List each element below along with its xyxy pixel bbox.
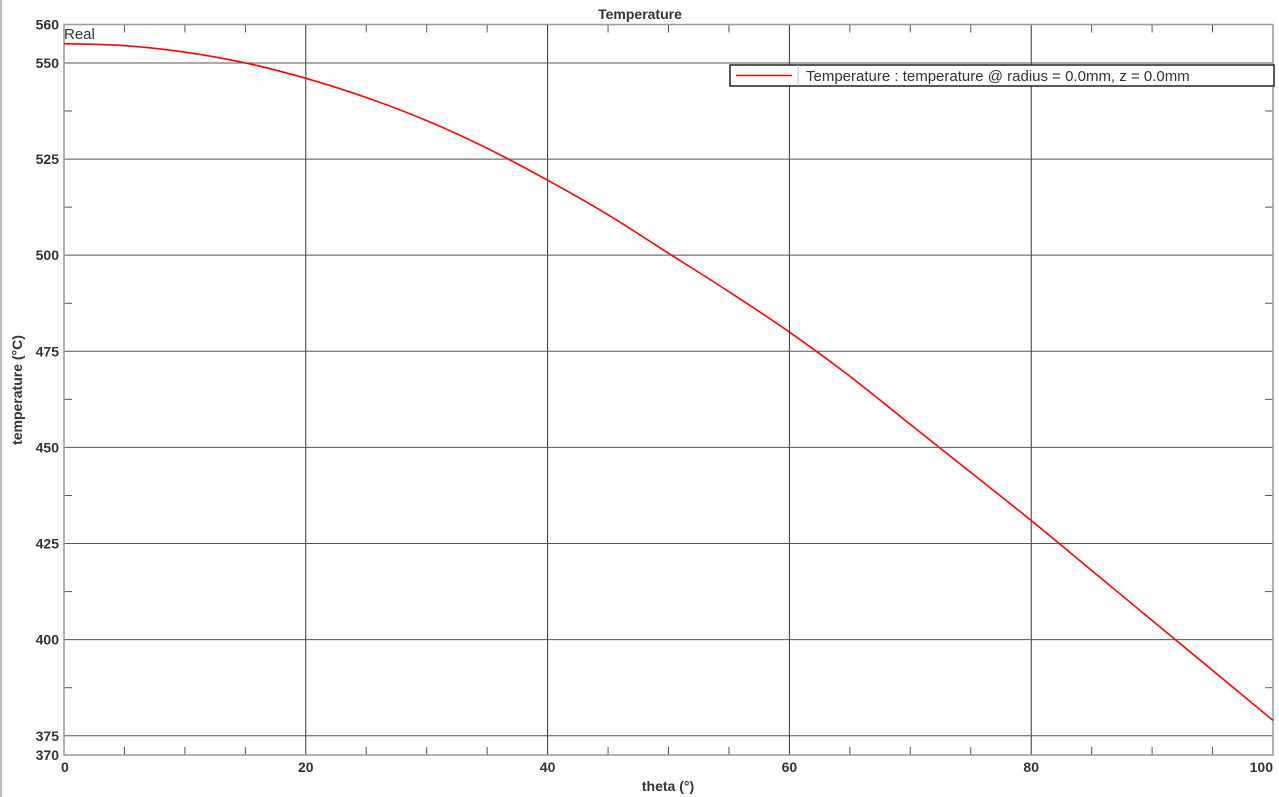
window-edge (0, 0, 2, 797)
y-tick-label: 450 (36, 439, 60, 455)
y-tick-label: 400 (36, 632, 60, 648)
y-tick-label: 550 (36, 55, 60, 71)
y-axis-label: temperature (°C) (9, 335, 25, 445)
series-lines (63, 42, 1274, 722)
y-tick-label: 425 (36, 536, 60, 552)
x-tick-label: 0 (61, 759, 69, 775)
plot-frame (63, 23, 1274, 756)
y-tick-label: 500 (36, 247, 60, 263)
series-line-temperature (63, 42, 1274, 722)
x-tick-label: 20 (298, 759, 314, 775)
x-tick-label: 100 (1250, 759, 1274, 775)
x-tick-label: 60 (782, 759, 798, 775)
chart-title: Temperature (598, 6, 682, 22)
ticks (64, 24, 1273, 755)
y-tick-label: 375 (36, 728, 60, 744)
y-tick-label: 560 (36, 17, 60, 33)
y-tick-label: 475 (36, 343, 60, 359)
grid (64, 24, 1273, 755)
y-tick-label: 525 (36, 151, 60, 167)
legend: Temperature : temperature @ radius = 0.0… (729, 64, 1275, 87)
x-tick-label: 40 (540, 759, 556, 775)
y-tick-label: 370 (36, 747, 60, 763)
x-tick-label: 80 (1023, 759, 1039, 775)
corner-label: Real (64, 26, 95, 43)
x-axis-label: theta (°) (642, 778, 694, 794)
legend-label: Temperature : temperature @ radius = 0.0… (806, 68, 1190, 85)
tick-labels: 0 20 40 60 80 100 370 375 400 425 450 475 500 525 550 5… (36, 17, 1274, 776)
